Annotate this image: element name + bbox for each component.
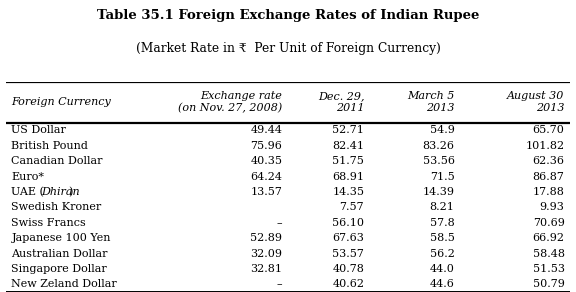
- Text: 71.5: 71.5: [430, 172, 454, 182]
- Text: US Dollar: US Dollar: [12, 126, 66, 135]
- Text: 56.10: 56.10: [332, 218, 364, 228]
- Text: 53.56: 53.56: [423, 156, 454, 166]
- Text: 40.35: 40.35: [251, 156, 282, 166]
- Text: 54.9: 54.9: [430, 126, 454, 135]
- Text: 65.70: 65.70: [533, 126, 564, 135]
- Text: August 30
2013: August 30 2013: [507, 91, 564, 113]
- Text: 51.75: 51.75: [332, 156, 364, 166]
- Text: British Pound: British Pound: [12, 141, 88, 151]
- Text: 32.09: 32.09: [251, 248, 282, 258]
- Text: Table 35.1 Foreign Exchange Rates of Indian Rupee: Table 35.1 Foreign Exchange Rates of Ind…: [97, 9, 479, 22]
- Text: Singapore Dollar: Singapore Dollar: [12, 264, 107, 274]
- Text: Euro*: Euro*: [12, 172, 44, 182]
- Text: 70.69: 70.69: [533, 218, 564, 228]
- Text: Swiss Francs: Swiss Francs: [12, 218, 86, 228]
- Text: Dec. 29,
2011: Dec. 29, 2011: [318, 91, 364, 113]
- Text: –: –: [276, 279, 282, 289]
- Text: 86.87: 86.87: [533, 172, 564, 182]
- Text: 32.81: 32.81: [251, 264, 282, 274]
- Text: 50.79: 50.79: [533, 279, 564, 289]
- Text: 53.57: 53.57: [332, 248, 364, 258]
- Text: (Market Rate in ₹  Per Unit of Foreign Currency): (Market Rate in ₹ Per Unit of Foreign Cu…: [135, 42, 441, 55]
- Text: 68.91: 68.91: [332, 172, 364, 182]
- Text: Exchange rate
(on Nov. 27, 2008): Exchange rate (on Nov. 27, 2008): [178, 91, 282, 114]
- Text: 9.93: 9.93: [540, 202, 564, 212]
- Text: 58.48: 58.48: [533, 248, 564, 258]
- Text: Foreign Currency: Foreign Currency: [12, 97, 111, 107]
- Text: 40.78: 40.78: [332, 264, 364, 274]
- Text: Swedish Kroner: Swedish Kroner: [12, 202, 101, 212]
- Text: 40.62: 40.62: [332, 279, 364, 289]
- Text: 52.89: 52.89: [251, 233, 282, 243]
- Text: 52.71: 52.71: [332, 126, 364, 135]
- Text: 83.26: 83.26: [423, 141, 454, 151]
- Text: 56.2: 56.2: [430, 248, 454, 258]
- Text: New Zeland Dollar: New Zeland Dollar: [12, 279, 117, 289]
- Text: 66.92: 66.92: [533, 233, 564, 243]
- Text: 51.53: 51.53: [533, 264, 564, 274]
- Text: 8.21: 8.21: [430, 202, 454, 212]
- Text: 57.8: 57.8: [430, 218, 454, 228]
- Text: 64.24: 64.24: [251, 172, 282, 182]
- Text: 58.5: 58.5: [430, 233, 454, 243]
- Text: 82.41: 82.41: [332, 141, 364, 151]
- Text: 17.88: 17.88: [533, 187, 564, 197]
- Text: 14.39: 14.39: [423, 187, 454, 197]
- Text: 101.82: 101.82: [525, 141, 564, 151]
- Text: 7.57: 7.57: [340, 202, 364, 212]
- Text: ): ): [68, 187, 72, 197]
- Text: 44.6: 44.6: [430, 279, 454, 289]
- Text: 67.63: 67.63: [332, 233, 364, 243]
- Text: Australian Dollar: Australian Dollar: [12, 248, 108, 258]
- Text: 44.0: 44.0: [430, 264, 454, 274]
- Text: Canadian Dollar: Canadian Dollar: [12, 156, 103, 166]
- Text: 13.57: 13.57: [251, 187, 282, 197]
- Text: Japanese 100 Yen: Japanese 100 Yen: [12, 233, 111, 243]
- Text: 49.44: 49.44: [251, 126, 282, 135]
- Text: March 5
2013: March 5 2013: [407, 91, 454, 113]
- Text: 14.35: 14.35: [332, 187, 364, 197]
- Text: –: –: [276, 218, 282, 228]
- Text: 75.96: 75.96: [251, 141, 282, 151]
- Text: Dhiran: Dhiran: [41, 187, 79, 197]
- Text: UAE (: UAE (: [12, 187, 44, 197]
- Text: 62.36: 62.36: [533, 156, 564, 166]
